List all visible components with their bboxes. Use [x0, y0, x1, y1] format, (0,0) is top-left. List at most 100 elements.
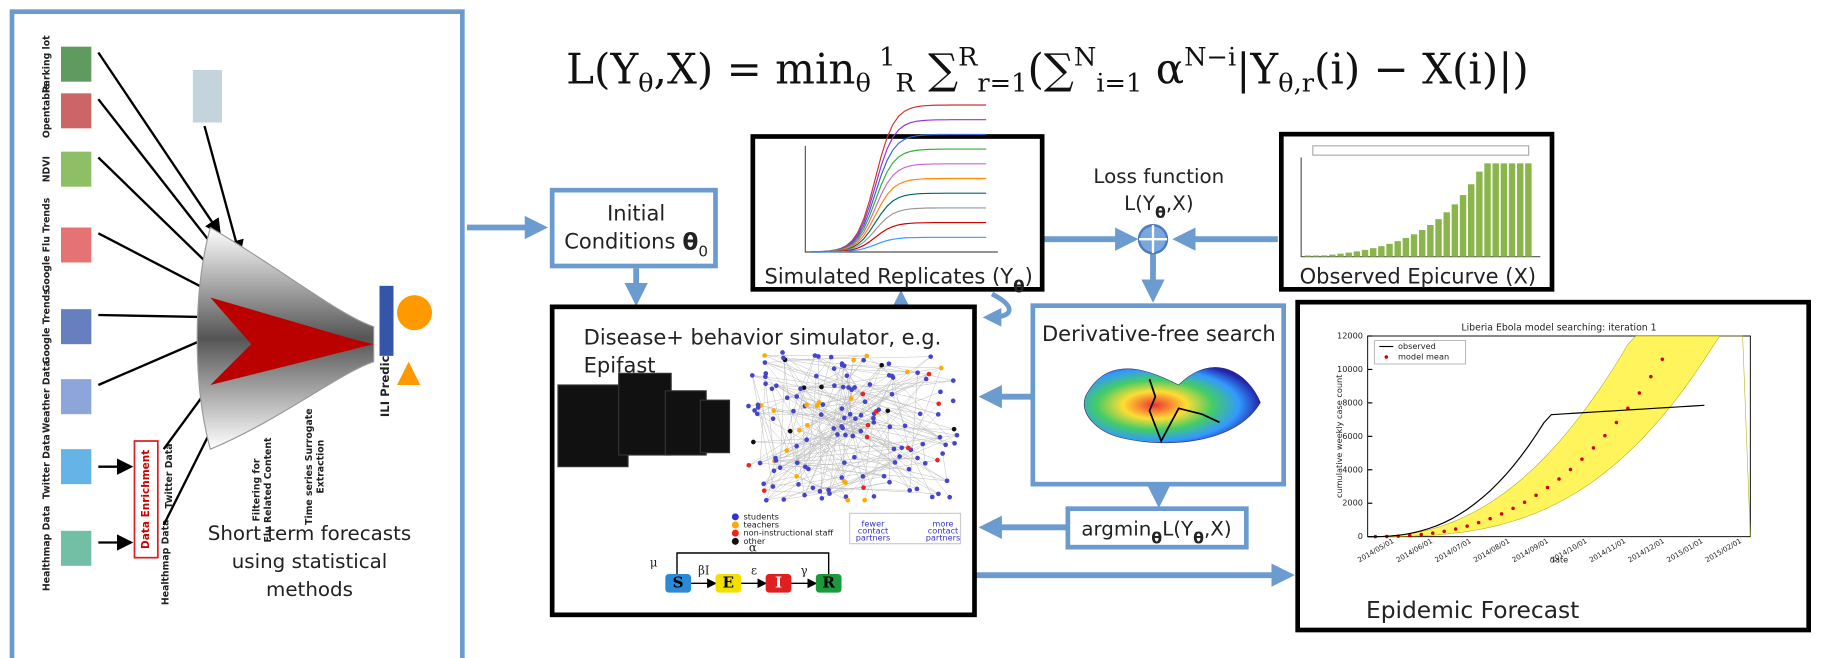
network-node	[804, 437, 809, 442]
text-part: L(Y	[1124, 192, 1156, 215]
network-node	[863, 399, 868, 404]
network-node	[798, 386, 803, 391]
network-node	[936, 492, 941, 497]
source-icon	[61, 309, 91, 344]
compartment-label: S	[673, 573, 684, 591]
output-icon	[380, 286, 394, 356]
epicurve-bar	[1354, 251, 1360, 256]
network-node	[763, 371, 768, 376]
formula-base: (∑	[1028, 44, 1074, 93]
text-part: )	[1025, 265, 1033, 289]
subscript: 0	[698, 242, 708, 260]
model-mean-dot	[1523, 500, 1527, 504]
network-node	[853, 416, 858, 421]
network-node	[816, 354, 821, 359]
formula-sup: R	[958, 42, 978, 72]
network-node	[866, 423, 871, 428]
source-icon	[61, 228, 91, 263]
network-node	[780, 350, 785, 355]
network-node	[858, 429, 863, 434]
network-node	[802, 493, 807, 498]
y-tick-label: 8000	[1342, 397, 1363, 407]
funnel-label: Filtering for	[252, 458, 263, 521]
formula-sup: 1	[871, 42, 895, 72]
network-node	[955, 433, 960, 438]
network-node	[915, 487, 920, 492]
network-node	[945, 478, 950, 483]
network-node	[817, 400, 822, 405]
rate-label: μ	[650, 556, 658, 570]
epicurve-label: Observed Epicurve (X)	[1300, 265, 1536, 289]
network-node	[861, 358, 866, 363]
network-node	[882, 474, 887, 479]
network-node	[794, 394, 799, 399]
network-node	[899, 445, 904, 450]
source-icon	[61, 531, 91, 566]
network-node	[897, 454, 902, 459]
loss-label: Loss function	[1093, 165, 1224, 188]
caption: methods	[266, 578, 353, 601]
network-node	[952, 441, 957, 446]
search-label: Derivative-free search	[1042, 322, 1276, 346]
contact-label: partners	[856, 532, 891, 542]
model-mean-dot	[1592, 446, 1596, 450]
network-node	[890, 392, 895, 397]
network-node	[771, 408, 776, 413]
source-label: Twitter Data	[42, 434, 53, 499]
network-node	[947, 495, 952, 500]
feedback-arrow	[990, 294, 1010, 317]
network-node	[771, 416, 776, 421]
epicurve-bar	[1476, 172, 1482, 257]
network-node	[903, 423, 908, 428]
network-node	[872, 494, 877, 499]
caption: Short term forecasts	[208, 522, 411, 545]
subscript: θ	[1013, 277, 1025, 297]
network-node	[905, 370, 910, 375]
text-part: argmin	[1081, 517, 1151, 540]
rate-label: α	[749, 540, 757, 554]
epicurve-bar	[1346, 253, 1352, 257]
network-node	[952, 427, 957, 432]
model-mean-dot	[1534, 494, 1538, 498]
source-icon	[61, 449, 91, 484]
epicurve-bar	[1395, 241, 1401, 257]
network-node	[840, 406, 845, 411]
y-tick-label: 6000	[1342, 431, 1363, 441]
network-node	[803, 464, 808, 469]
formula-sub: i=1	[1096, 68, 1142, 98]
network-node	[756, 403, 761, 408]
epicurve-bar	[1419, 230, 1425, 257]
epicurve-bar	[1313, 256, 1319, 257]
diagram: L(Yθ,X) = minθ 1R ∑Rr=1(∑Ni=1 αN−i|Yθ,r(…	[0, 0, 1830, 658]
epicurve-bar	[1452, 204, 1458, 256]
network-node	[879, 363, 884, 368]
network-node	[851, 358, 856, 363]
network-node	[951, 399, 956, 404]
network-node	[761, 482, 766, 487]
loss-expr: L(Yθ,X)	[1124, 192, 1193, 223]
epicurve-bar	[1484, 163, 1490, 256]
network-node	[778, 465, 783, 470]
network-node	[915, 370, 920, 375]
formula-sub: r=1	[977, 68, 1027, 98]
network-node	[923, 461, 928, 466]
network-node	[861, 485, 866, 490]
network-node	[784, 448, 789, 453]
network-node	[818, 489, 823, 494]
network-node	[826, 488, 831, 493]
network-node	[892, 447, 897, 452]
network-node	[811, 486, 816, 491]
y-tick-label: 12000	[1337, 331, 1363, 341]
replicates-label: Simulated Replicates (Yθ)	[765, 265, 1033, 297]
network-node	[891, 375, 896, 380]
network-node	[842, 460, 847, 465]
epicurve-bar	[1370, 248, 1376, 256]
network-node	[862, 498, 867, 503]
epicurve-bar	[1493, 163, 1499, 256]
network-node	[861, 474, 866, 479]
network-node	[791, 409, 796, 414]
network-node	[848, 412, 853, 417]
text-part: ,X)	[1204, 517, 1232, 540]
epicurve-bar	[1435, 219, 1441, 257]
source-label: Weather Data	[42, 360, 53, 433]
